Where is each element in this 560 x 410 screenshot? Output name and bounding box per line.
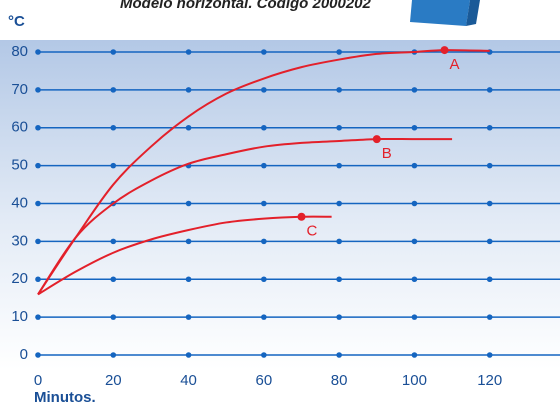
- grid-dot: [185, 200, 192, 207]
- grid-dot: [35, 352, 41, 358]
- grid-dot: [185, 352, 192, 358]
- plot-background: [0, 40, 560, 370]
- grid-dot: [110, 352, 117, 358]
- grid-dot: [336, 314, 342, 320]
- y-tick-label: 50: [11, 157, 28, 174]
- grid-dot: [411, 200, 418, 207]
- subtitle: Modelo horizontal. Código 2000202: [120, 0, 372, 12]
- grid-dot: [486, 314, 493, 320]
- grid-dot: [411, 238, 418, 245]
- grid-dot: [261, 162, 267, 169]
- x-tick-label: 100: [402, 372, 427, 389]
- y-axis-label: °C: [8, 13, 25, 30]
- end-dot: [440, 46, 449, 55]
- grid-dot: [336, 49, 342, 55]
- grid-dot: [486, 124, 493, 131]
- grid-dot: [336, 87, 342, 93]
- grid-dot: [35, 200, 41, 207]
- grid-dot: [411, 352, 418, 358]
- grid-dot: [261, 276, 267, 283]
- grid-dot: [336, 162, 342, 169]
- grid-dot: [261, 238, 267, 245]
- grid-dot: [185, 87, 192, 93]
- grid-dot: [486, 162, 493, 169]
- grid-dot: [486, 87, 493, 93]
- grid-dot: [110, 314, 117, 320]
- grid-dot: [411, 314, 418, 320]
- grid-dot: [411, 124, 418, 131]
- grid-dot: [261, 314, 267, 320]
- grid-dot: [35, 276, 41, 283]
- grid-dot: [486, 200, 493, 207]
- end-dot: [297, 212, 306, 221]
- series-label: C: [307, 223, 318, 240]
- grid-dot: [35, 162, 41, 169]
- grid-dot: [185, 49, 192, 55]
- y-tick-label: 60: [11, 119, 28, 136]
- grid-dot: [110, 276, 117, 283]
- x-tick-label: 40: [180, 372, 197, 389]
- grid-dot: [185, 238, 192, 245]
- curve: [37, 215, 332, 296]
- grid-dot: [336, 200, 342, 207]
- grid-dot: [35, 314, 41, 320]
- grid-dot: [336, 238, 342, 245]
- grid-dot: [185, 314, 192, 320]
- y-tick-label: 80: [11, 43, 28, 60]
- grid-dot: [110, 162, 117, 169]
- y-tick-label: 30: [11, 232, 28, 249]
- grid-dot: [35, 87, 41, 93]
- x-axis-label: Minutos.: [34, 389, 96, 406]
- grid-dot: [110, 87, 117, 93]
- product-image: [410, 0, 470, 26]
- y-tick-label: 0: [20, 346, 28, 363]
- grid-dot: [261, 49, 267, 55]
- grid-dot: [35, 238, 41, 245]
- grid-dot: [35, 49, 41, 55]
- grid-dot: [336, 276, 342, 283]
- grid-dot: [336, 124, 342, 131]
- grid-dot: [411, 87, 418, 93]
- product-image-side: [466, 0, 480, 26]
- y-tick-label: 10: [11, 308, 28, 325]
- grid-dot: [261, 352, 267, 358]
- grid-dot: [336, 352, 342, 358]
- grid-dot: [261, 87, 267, 93]
- x-tick-label: 60: [256, 372, 273, 389]
- grid-dot: [110, 124, 117, 131]
- grid-dot: [185, 124, 192, 131]
- end-dot: [372, 135, 381, 144]
- x-tick-label: 120: [477, 372, 502, 389]
- grid-dot: [185, 276, 192, 283]
- grid-dot: [110, 238, 117, 245]
- grid-dot: [261, 124, 267, 131]
- y-tick-label: 40: [11, 194, 28, 211]
- grid-dot: [486, 352, 493, 358]
- x-tick-label: 80: [331, 372, 348, 389]
- grid-dot: [411, 162, 418, 169]
- grid-dot: [261, 200, 267, 207]
- y-tick-label: 20: [11, 270, 28, 287]
- grid-dot: [486, 276, 493, 283]
- grid-dot: [110, 49, 117, 55]
- y-tick-label: 70: [11, 81, 28, 98]
- curve: [37, 49, 490, 295]
- grid-dot: [486, 238, 493, 245]
- series-label: B: [382, 145, 392, 162]
- grid-dot: [411, 276, 418, 283]
- x-tick-label: 20: [105, 372, 122, 389]
- series-label: A: [450, 56, 460, 73]
- grid-dot: [35, 124, 41, 131]
- x-tick-label: 0: [34, 372, 42, 389]
